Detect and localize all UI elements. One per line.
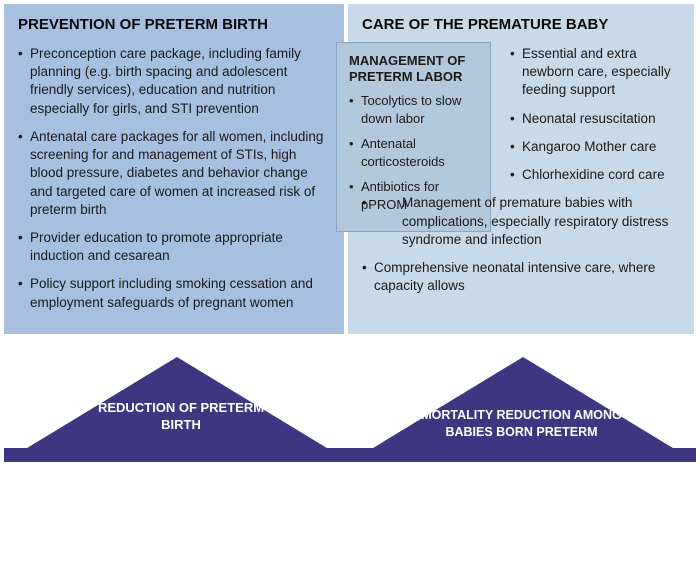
list-item: Policy support including smoking cessati…: [18, 275, 330, 311]
management-box-title: MANAGEMENT OF PRETERM LABOR: [349, 53, 478, 84]
list-item: Preconception care package, including fa…: [18, 45, 330, 118]
prevention-panel-title: PREVENTION OF PRETERM BIRTH: [18, 16, 330, 33]
list-item: Management of premature babies with comp…: [362, 194, 680, 249]
panels-row: PREVENTION OF PRETERM BIRTH Preconceptio…: [0, 0, 700, 338]
list-item: Kangaroo Mother care: [510, 138, 680, 156]
list-item: Comprehensive neonatal intensive care, w…: [362, 259, 680, 295]
list-item: Neonatal resuscitation: [510, 110, 680, 128]
list-item: Antenatal corticosteroids: [349, 135, 478, 170]
care-bullets-bottom: Management of premature babies with comp…: [362, 194, 680, 295]
prevention-bullets: Preconception care package, including fa…: [18, 45, 330, 312]
prevention-panel: PREVENTION OF PRETERM BIRTH Preconceptio…: [4, 4, 344, 334]
base-bar: [4, 448, 696, 462]
care-bullets-top: Essential and extra newborn care, especi…: [510, 45, 680, 184]
care-panel: CARE OF THE PREMATURE BABY MANAGEMENT OF…: [348, 4, 694, 334]
care-bullets-full: Management of premature babies with comp…: [362, 194, 680, 295]
list-item: Tocolytics to slow down labor: [349, 92, 478, 127]
care-panel-title: CARE OF THE PREMATURE BABY: [362, 16, 680, 33]
list-item: Antenatal care packages for all women, i…: [18, 128, 330, 219]
triangle-left-label: REDUCTION OF PRETERM BIRTH: [92, 400, 270, 434]
list-item: Essential and extra newborn care, especi…: [510, 45, 680, 100]
triangle-right-label: MORTALITY REDUCTION AMONG BABIES BORN PR…: [419, 407, 624, 440]
infographic-root: PREVENTION OF PRETERM BIRTH Preconceptio…: [0, 0, 700, 462]
list-item: Provider education to promote appropriat…: [18, 229, 330, 265]
triangles-region: REDUCTION OF PRETERM BIRTH MORTALITY RED…: [4, 342, 696, 462]
list-item: Chlorhexidine cord care: [510, 166, 680, 184]
